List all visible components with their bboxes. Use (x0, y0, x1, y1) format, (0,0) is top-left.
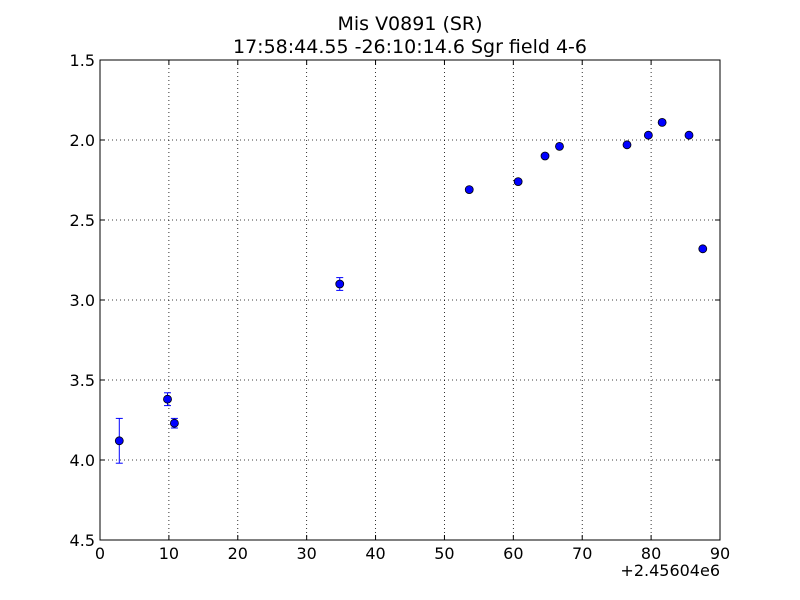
x-tick-label: 80 (641, 544, 661, 563)
data-point (643, 130, 653, 140)
y-tick-label: 2.0 (70, 131, 95, 150)
data-point (169, 418, 179, 428)
x-tick-label: 70 (572, 544, 592, 563)
data-point (622, 140, 632, 150)
data-point (513, 177, 523, 187)
y-tick-label: 4.0 (70, 451, 95, 470)
x-tick-label: 50 (434, 544, 454, 563)
x-tick-label: 0 (95, 544, 105, 563)
y-tick-label: 3.5 (70, 371, 95, 390)
x-tick-label: 90 (710, 544, 730, 563)
chart-title: Mis V0891 (SR) (337, 13, 482, 35)
data-points (114, 118, 708, 464)
x-tick-label: 20 (228, 544, 248, 563)
data-point (698, 244, 708, 254)
data-point (657, 118, 667, 127)
x-axis-offset-label: +2.45604e6 (620, 561, 720, 580)
data-point (684, 130, 694, 140)
x-tick-label: 30 (296, 544, 316, 563)
x-tick-label: 10 (159, 544, 179, 563)
y-tick-label: 2.5 (70, 211, 95, 230)
x-tick-label: 40 (365, 544, 385, 563)
y-tick-label: 4.5 (70, 531, 95, 550)
data-point (335, 279, 345, 289)
grid-lines (100, 60, 720, 540)
x-tick-labels: 0 10 20 30 40 50 60 70 80 90 (95, 544, 730, 563)
plot-area-frame (99, 59, 721, 541)
data-point (114, 436, 124, 446)
y-tick-label: 3.0 (70, 291, 95, 310)
data-point (540, 151, 550, 161)
data-point (555, 141, 564, 151)
data-point (464, 185, 474, 195)
x-tick-label: 60 (503, 544, 523, 563)
chart-subtitle: 17:58:44.55 -26:10:14.6 Sgr field 4-6 (233, 36, 587, 58)
y-tick-label: 1.5 (70, 51, 95, 70)
y-tick-labels: 1.5 2.0 2.5 3.0 3.5 4.0 4.5 (70, 51, 95, 550)
data-point (163, 394, 172, 404)
